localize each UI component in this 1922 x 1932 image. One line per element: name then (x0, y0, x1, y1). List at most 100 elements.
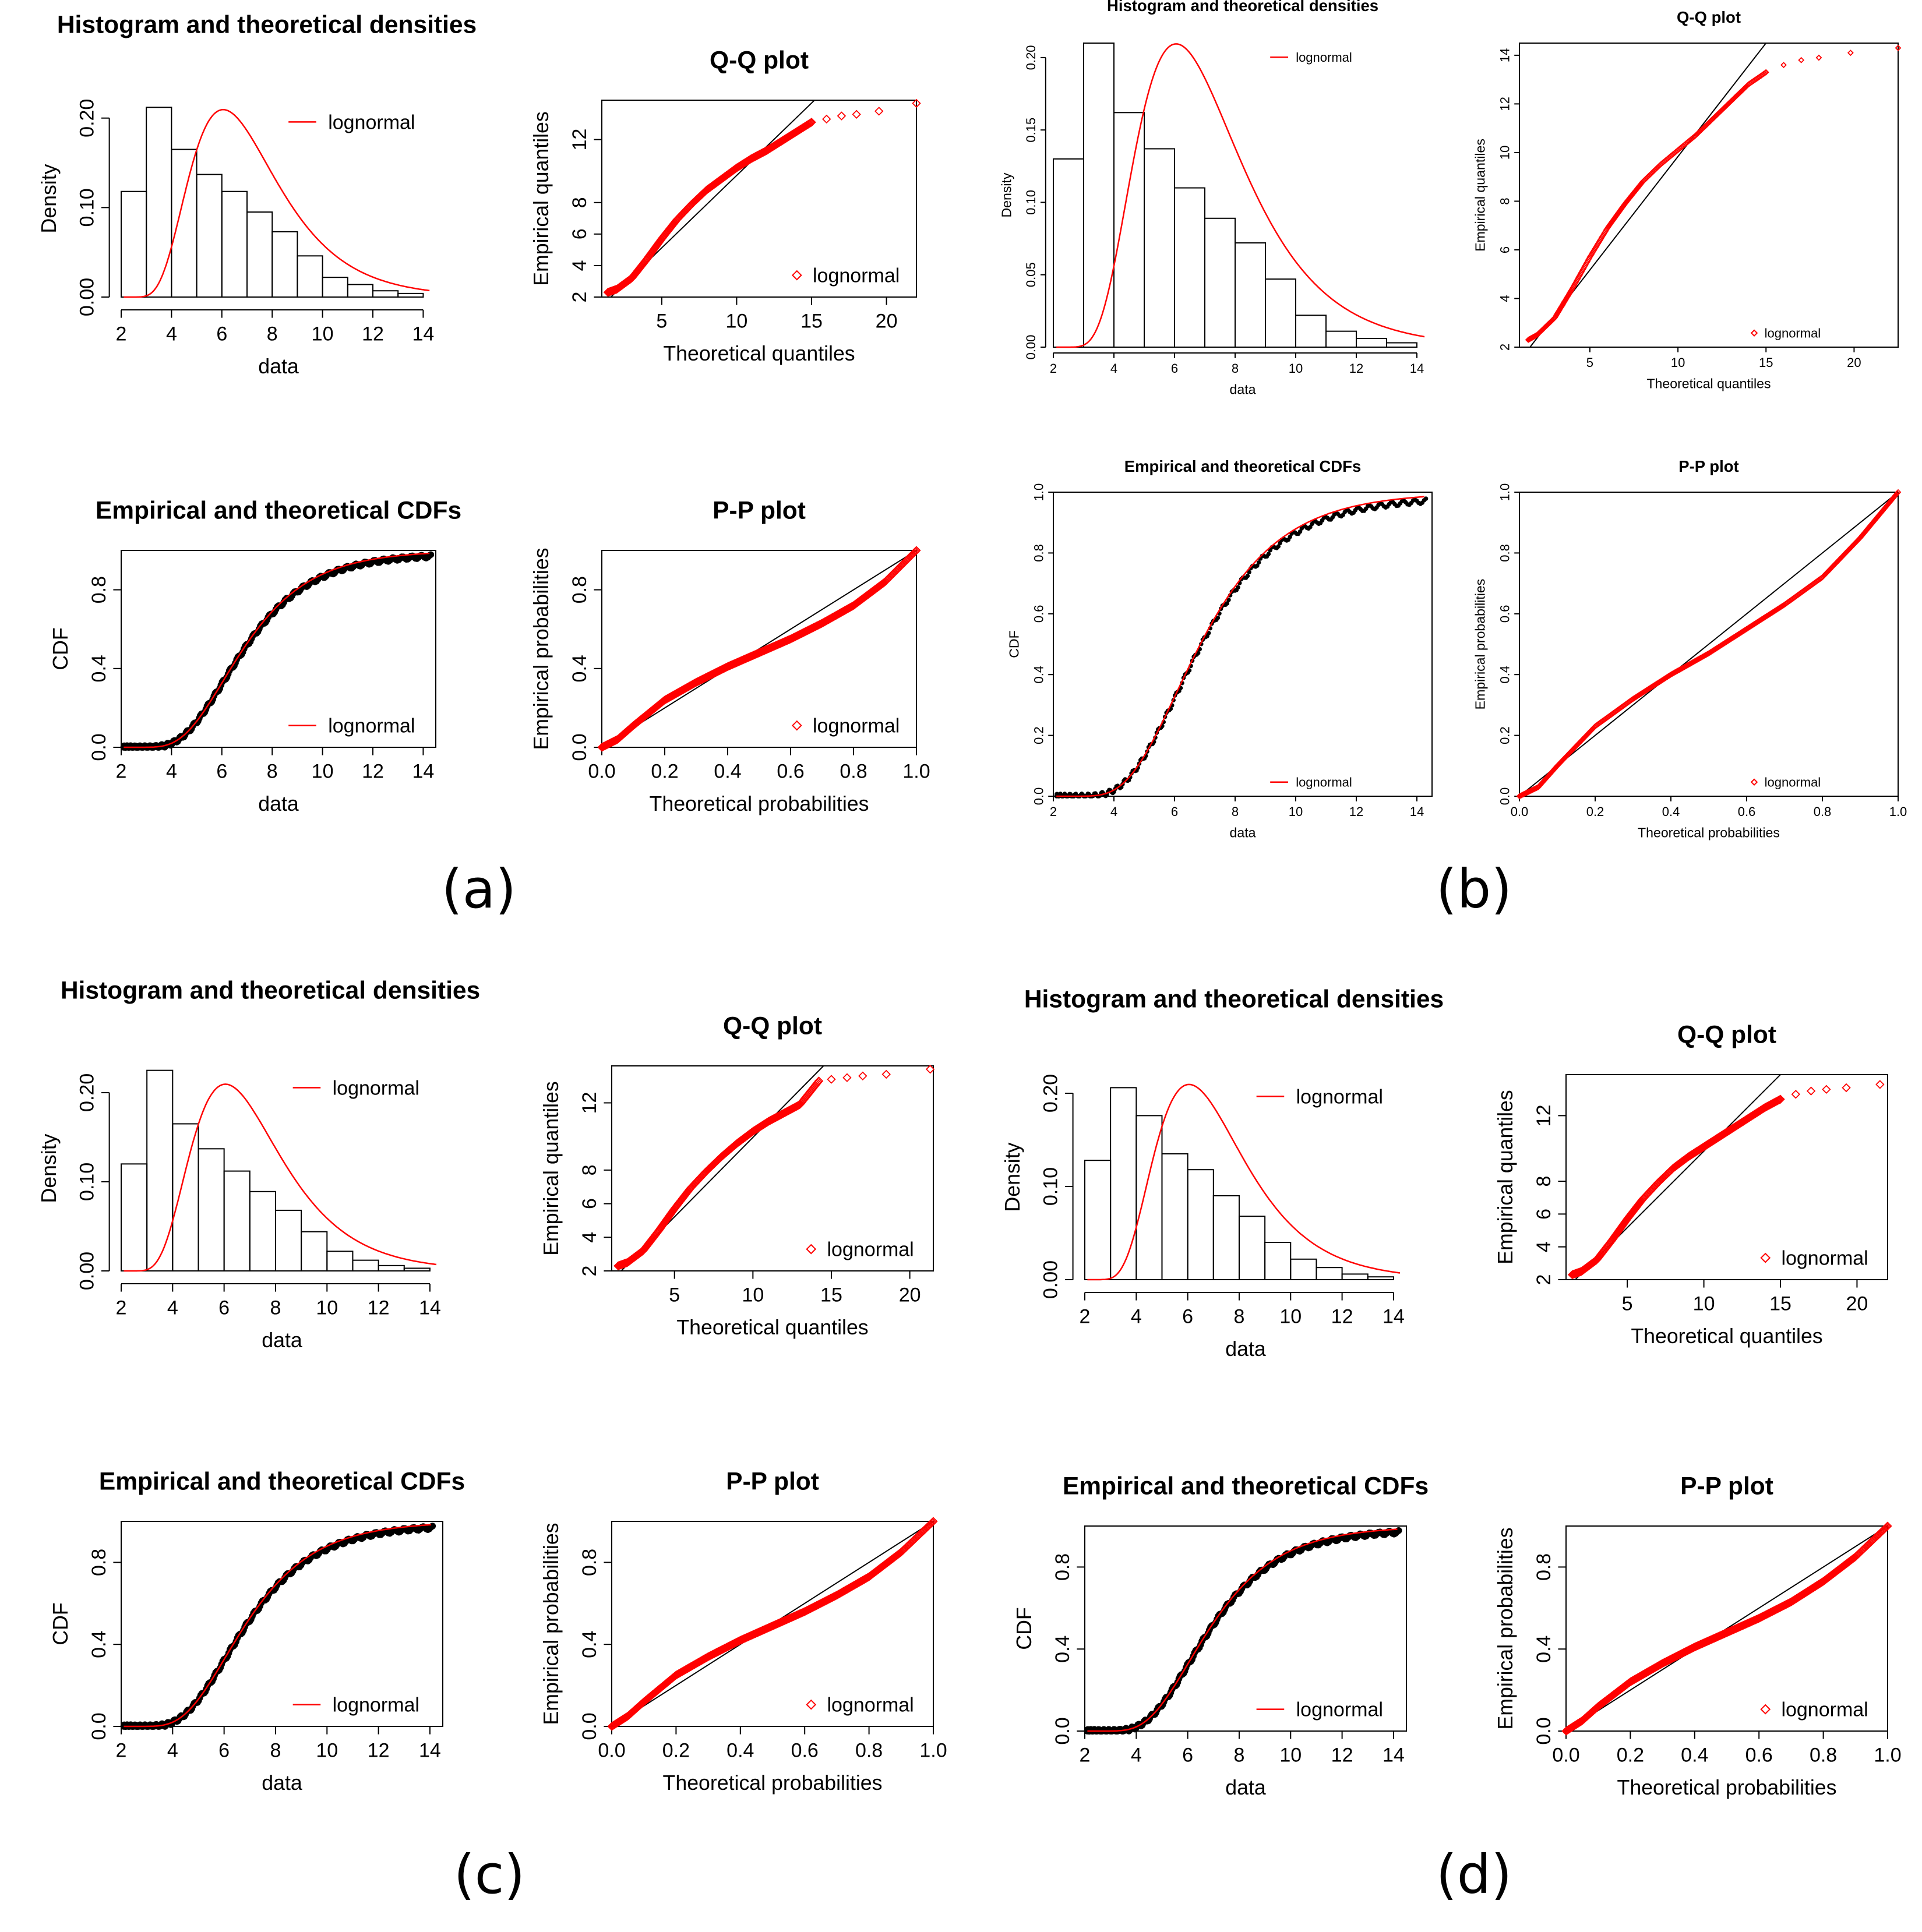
y-tick-label: 0.4 (579, 1631, 601, 1658)
x-axis-label: data (258, 792, 299, 815)
y-tick-label: 0.4 (1052, 1636, 1074, 1663)
x-tick-label: 6 (1182, 1306, 1193, 1328)
legend-label: lognormal (328, 111, 415, 133)
x-tick-label: 8 (270, 1297, 281, 1319)
x-axis-label: data (1225, 1776, 1266, 1799)
y-axis-label: CDF (1013, 1607, 1036, 1650)
y-tick-label: 0.0 (88, 733, 110, 761)
x-tick-label: 6 (1182, 1744, 1193, 1767)
empirical-cdf-point (1276, 544, 1281, 549)
y-tick-label: 6 (1497, 246, 1512, 253)
plot-frame (611, 1521, 934, 1727)
x-tick-label: 0.6 (1738, 804, 1756, 819)
x-tick-label: 5 (656, 310, 667, 333)
y-axis-label: Density (1001, 1142, 1024, 1212)
x-tick-label: 0.8 (1810, 1744, 1837, 1767)
y-tick-label: 0.20 (76, 1073, 98, 1112)
x-tick-label: 0.0 (598, 1740, 625, 1762)
chart-title: P-P plot (713, 497, 806, 525)
histogram-bar (146, 1069, 174, 1272)
empirical-cdf-point (1423, 496, 1429, 501)
y-axis-label: Empirical probabilities (1494, 1527, 1517, 1729)
histogram-bar (1084, 1160, 1112, 1280)
x-tick-label: 0.4 (1681, 1744, 1708, 1767)
x-axis-label: Theoretical quantiles (1646, 376, 1771, 391)
x-tick-label: 2 (116, 1297, 127, 1319)
histogram-bar (297, 255, 323, 298)
y-tick-label: 12 (569, 129, 591, 151)
x-tick-label: 5 (669, 1284, 680, 1306)
histogram-bar (121, 190, 147, 298)
histogram-bar (271, 231, 298, 298)
y-tick-label: 0.00 (76, 1252, 98, 1290)
legend-marker (791, 270, 802, 281)
chart-pp-b: P-P plot 0.0 0.2 0.4 0.6 0.8 1.0 0.0 0.2 0.4 0.6 0.… (1473, 457, 1907, 840)
data-point (1650, 168, 1656, 175)
y-tick-label: 0.05 (1024, 262, 1038, 287)
chart-title: Empirical and theoretical CDFs (1124, 457, 1362, 475)
data-point (912, 98, 921, 108)
x-tick-label: 1.0 (1874, 1744, 1901, 1767)
legend-label: lognormal (827, 1694, 914, 1716)
x-tick-label: 0.2 (1617, 1744, 1644, 1767)
histogram-bar (1295, 315, 1327, 348)
y-tick-label: 0.00 (76, 278, 98, 316)
plot-frame (1519, 43, 1899, 348)
x-tick-label: 6 (216, 323, 227, 345)
y-tick-label: 0.8 (1497, 544, 1512, 562)
x-tick-label: 4 (166, 761, 177, 783)
lognormal-cdf-curve (1056, 496, 1425, 797)
y-tick-label: 4 (1497, 295, 1512, 302)
x-tick-label: 0.2 (1586, 804, 1604, 819)
x-tick-label: 14 (419, 1740, 441, 1762)
plot-frame (1084, 1525, 1407, 1732)
x-tick-label: 14 (1383, 1306, 1405, 1328)
plot-frame (1519, 492, 1899, 797)
y-tick-label: 0.0 (1031, 787, 1046, 806)
x-tick-label: 10 (1693, 1293, 1715, 1315)
plot-frame (601, 550, 917, 748)
x-tick-label: 0.0 (1511, 804, 1529, 819)
data-point (858, 1071, 867, 1080)
histogram-bar (246, 211, 273, 298)
data-point (1645, 172, 1652, 179)
histogram-bar (146, 107, 172, 298)
x-tick-label: 1.0 (902, 761, 930, 783)
data-point (852, 110, 861, 119)
legend-label: lognormal (1765, 326, 1821, 341)
data-point (1895, 489, 1902, 496)
data-point (1647, 171, 1654, 178)
histogram-bar (221, 190, 248, 298)
y-tick-label: 0.10 (1039, 1167, 1061, 1206)
x-axis-label: Theoretical quantiles (663, 342, 855, 365)
histogram-bar (1204, 217, 1236, 348)
histogram-bar (172, 1123, 199, 1272)
y-tick-label: 0.4 (1497, 666, 1512, 684)
histogram-bar (352, 1259, 379, 1271)
y-tick-label: 12 (1497, 97, 1512, 111)
x-tick-label: 8 (1233, 1306, 1244, 1328)
data-point (1791, 1090, 1800, 1099)
y-axis-label: Density (37, 164, 61, 233)
histogram-bar (1316, 1267, 1343, 1280)
x-tick-label: 2 (1080, 1306, 1091, 1328)
x-tick-label: 12 (362, 761, 384, 783)
y-tick-label: 10 (1497, 146, 1512, 160)
panel-label-c: (c) (454, 1843, 525, 1906)
y-axis-label: Empirical probabilities (1473, 579, 1488, 710)
histogram-bar (1161, 1153, 1189, 1280)
y-tick-label: 0.4 (569, 655, 591, 682)
y-tick-label: 0.15 (1024, 118, 1038, 143)
legend-marker (1760, 1252, 1771, 1263)
x-tick-label: 10 (742, 1284, 764, 1306)
x-tick-label: 12 (368, 1297, 390, 1319)
x-tick-label: 0.0 (1552, 1744, 1579, 1767)
y-tick-label: 0.0 (1533, 1717, 1555, 1744)
x-tick-label: 10 (316, 1740, 338, 1762)
data-point (822, 114, 831, 124)
y-axis-label: Density (37, 1133, 61, 1203)
histogram-bar (1187, 1169, 1214, 1280)
data-point (827, 1075, 836, 1084)
chart-title: Empirical and theoretical CDFs (1063, 1473, 1429, 1500)
data-point (1883, 1521, 1892, 1531)
